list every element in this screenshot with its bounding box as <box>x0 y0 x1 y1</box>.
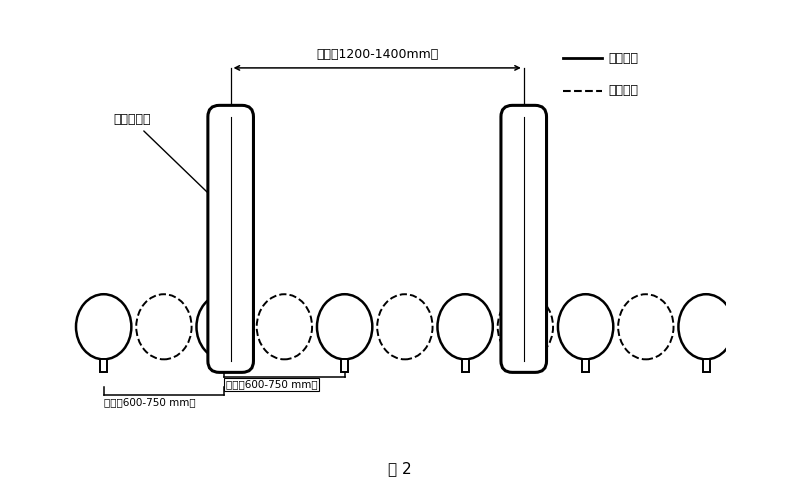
Text: 垄距（600-750 mm）: 垄距（600-750 mm） <box>104 397 195 407</box>
Text: 轮距（1200-1400mm）: 轮距（1200-1400mm） <box>316 48 438 61</box>
Text: 耕前地表: 耕前地表 <box>609 52 638 65</box>
Text: 拖拉机后轮: 拖拉机后轮 <box>114 113 214 199</box>
FancyBboxPatch shape <box>208 105 254 372</box>
Bar <box>100 359 107 371</box>
Bar <box>341 359 348 371</box>
Bar <box>462 359 469 371</box>
Text: 耕后地表: 耕后地表 <box>609 84 638 97</box>
Text: 垄距（600-750 mm）: 垄距（600-750 mm） <box>226 379 318 389</box>
Text: 图 2: 图 2 <box>388 461 412 476</box>
Bar <box>702 359 710 371</box>
Bar <box>582 359 589 371</box>
FancyBboxPatch shape <box>501 105 546 372</box>
Bar <box>221 359 228 371</box>
